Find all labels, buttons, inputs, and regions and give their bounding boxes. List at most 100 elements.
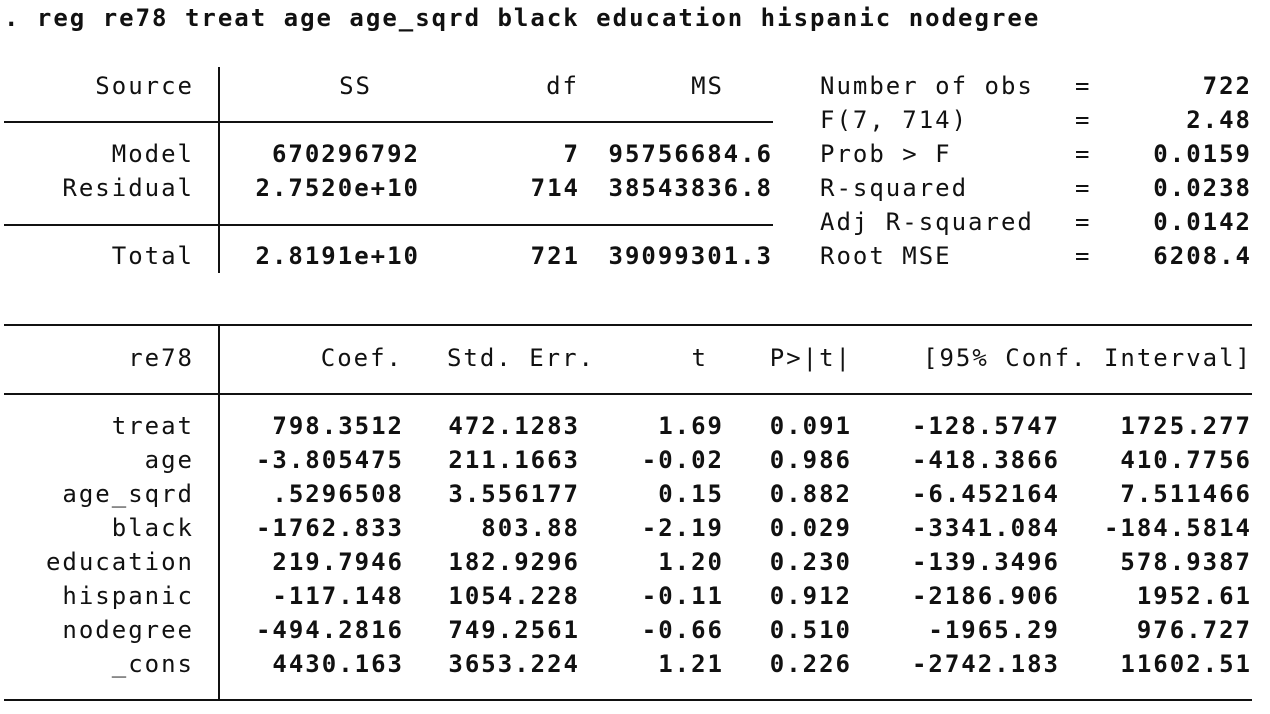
coef-pvalue: 0.029 [769, 514, 852, 542]
coef-divider-bottom-left [4, 699, 220, 701]
anova-source: Model [111, 140, 194, 168]
coef-value: -494.2816 [255, 616, 404, 644]
coef-ci-upper: 410.7756 [1120, 446, 1252, 474]
coef-stderr: 3653.224 [448, 650, 580, 678]
coef-header-depvar: re78 [128, 344, 194, 372]
coef-t: 1.20 [658, 548, 724, 576]
anova-source: Total [111, 242, 194, 270]
coef-t: -2.19 [641, 514, 724, 542]
stat-value: 0.0142 [1153, 208, 1252, 236]
coef-pvalue: 0.912 [769, 582, 852, 610]
anova-ms: 38543836.8 [608, 174, 773, 202]
coef-stderr: 749.2561 [448, 616, 580, 644]
stat-equals: = [1075, 140, 1092, 168]
coef-value: -117.148 [272, 582, 404, 610]
coef-stderr: 472.1283 [448, 412, 580, 440]
coef-pvalue: 0.230 [769, 548, 852, 576]
coef-ci-upper: 1725.277 [1120, 412, 1252, 440]
stat-value: 0.0159 [1153, 140, 1252, 168]
command-line: . reg re78 treat age age_sqrd black educ… [4, 4, 1041, 32]
coef-pvalue: 0.226 [769, 650, 852, 678]
coef-ci-lower: -418.3866 [911, 446, 1060, 474]
coef-stderr: 1054.228 [448, 582, 580, 610]
stat-equals: = [1075, 106, 1092, 134]
coef-pvalue: 0.091 [769, 412, 852, 440]
anova-header-ss: SS [339, 72, 372, 100]
coef-row-varname: treat [111, 412, 194, 440]
anova-divider-bottom-right [220, 224, 773, 226]
anova-divider-bottom-left [4, 224, 220, 226]
coef-row-varname: _cons [111, 650, 194, 678]
coef-ci-lower: -1965.29 [928, 616, 1060, 644]
coef-row-varname: age_sqrd [62, 480, 194, 508]
stat-label: Prob > F [820, 140, 952, 168]
anova-ss: 670296792 [271, 140, 420, 168]
stat-label: F(7, 714) [820, 106, 969, 134]
coef-value: 798.3512 [272, 412, 404, 440]
anova-ss: 2.8191e+10 [255, 242, 420, 270]
stat-equals: = [1075, 208, 1092, 236]
coef-divider-top-left [4, 324, 220, 326]
anova-source: Residual [62, 174, 194, 202]
coef-t: 1.69 [658, 412, 724, 440]
anova-divider-top-left [4, 121, 220, 123]
coef-ci-lower: -2742.183 [911, 650, 1060, 678]
coef-t: -0.11 [641, 582, 724, 610]
coef-stderr: 182.9296 [448, 548, 580, 576]
coef-value: 4430.163 [272, 650, 404, 678]
anova-df: 721 [530, 242, 580, 270]
coef-t: -0.66 [641, 616, 724, 644]
coef-divider-bottom-right [220, 699, 1252, 701]
coef-header-stderr: Std. Err. [446, 344, 595, 372]
anova-ms: 39099301.3 [608, 242, 773, 270]
coef-divider-top-right [220, 324, 1252, 326]
coef-t: -0.02 [641, 446, 724, 474]
coef-t: 0.15 [658, 480, 724, 508]
coef-value: .5296508 [272, 480, 404, 508]
coef-pvalue: 0.882 [769, 480, 852, 508]
coef-pvalue: 0.986 [769, 446, 852, 474]
coef-header-pvalue: P>|t| [769, 344, 852, 372]
coef-vertical-rule [218, 324, 220, 699]
stat-value: 2.48 [1186, 106, 1252, 134]
coef-stderr: 211.1663 [448, 446, 580, 474]
coef-ci-upper: 578.9387 [1120, 548, 1252, 576]
anova-header-df: df [546, 72, 579, 100]
stat-label: Root MSE [820, 242, 952, 270]
stat-label: Adj R-squared [820, 208, 1034, 236]
coef-header-t: t [691, 344, 708, 372]
coef-stderr: 803.88 [481, 514, 580, 542]
coef-value: 219.7946 [272, 548, 404, 576]
stat-value: 722 [1202, 72, 1252, 100]
anova-ss: 2.7520e+10 [255, 174, 420, 202]
stat-value: 0.0238 [1153, 174, 1252, 202]
coef-ci-upper: 1952.61 [1136, 582, 1252, 610]
coef-ci-upper: 976.727 [1136, 616, 1252, 644]
coef-divider-header-left [4, 393, 220, 395]
coef-ci-lower: -6.452164 [911, 480, 1060, 508]
stat-equals: = [1075, 72, 1092, 100]
stat-equals: = [1075, 174, 1092, 202]
coef-header-coef: Coef. [320, 344, 403, 372]
coef-ci-lower: -139.3496 [911, 548, 1060, 576]
coef-ci-lower: -128.5747 [911, 412, 1060, 440]
coef-value: -3.805475 [255, 446, 404, 474]
coef-header-confint: [95% Conf. Interval] [923, 344, 1252, 372]
anova-df: 7 [563, 140, 580, 168]
coef-ci-upper: 7.511466 [1120, 480, 1252, 508]
coef-ci-upper: -184.5814 [1103, 514, 1252, 542]
coef-t: 1.21 [658, 650, 724, 678]
anova-header-ms: MS [691, 72, 724, 100]
anova-df: 714 [530, 174, 580, 202]
anova-ms: 95756684.6 [608, 140, 773, 168]
coef-value: -1762.833 [255, 514, 404, 542]
coef-row-varname: black [111, 514, 194, 542]
anova-vertical-rule [218, 67, 220, 273]
coef-row-varname: nodegree [62, 616, 194, 644]
coef-ci-upper: 11602.51 [1120, 650, 1252, 678]
anova-divider-top-right [220, 121, 773, 123]
coef-row-varname: hispanic [62, 582, 194, 610]
coef-ci-lower: -3341.084 [911, 514, 1060, 542]
coef-row-varname: age [144, 446, 194, 474]
